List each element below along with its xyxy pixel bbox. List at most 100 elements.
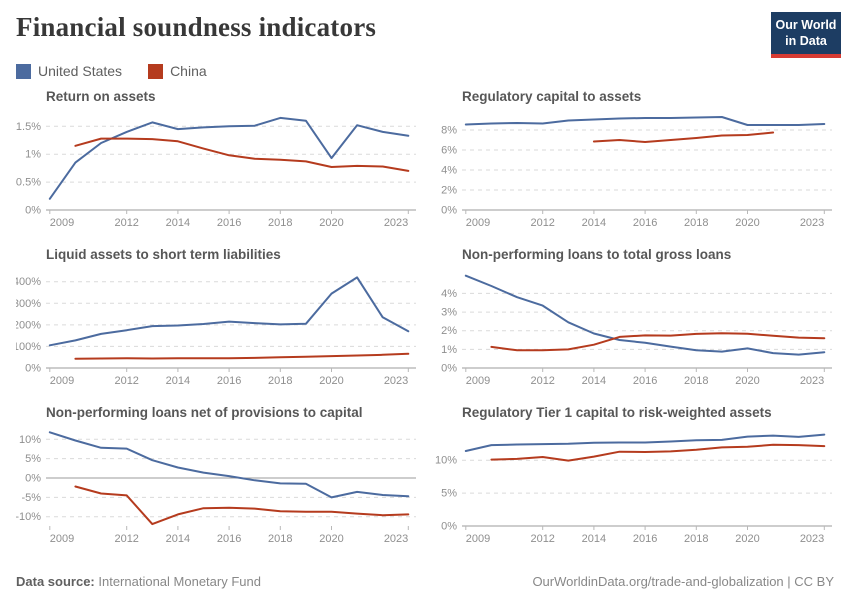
owid-logo-line2: in Data	[785, 33, 827, 48]
y-tick-label: 5%	[25, 453, 41, 465]
x-tick-label: 2020	[319, 533, 343, 545]
y-tick-label: 0%	[441, 363, 457, 375]
x-tick-label: 2020	[735, 533, 759, 545]
legend-item-china[interactable]: China	[148, 63, 207, 79]
y-tick-label: 1%	[441, 344, 457, 356]
x-tick-label: 2018	[684, 533, 708, 545]
page-footer: Data source: International Monetary Fund…	[16, 574, 834, 589]
legend-label-united-states: United States	[38, 63, 123, 79]
x-tick-label: 2012	[114, 375, 138, 387]
y-tick-label: 1%	[25, 149, 41, 161]
legend: United States China	[16, 63, 834, 79]
y-tick-label: 2%	[441, 325, 457, 337]
y-tick-label: 10%	[435, 455, 457, 467]
x-tick-label: 2020	[735, 217, 759, 229]
x-tick-label: 2023	[800, 217, 824, 229]
line-china[interactable]	[74, 137, 410, 172]
y-tick-label: 0%	[25, 363, 41, 375]
owid-logo[interactable]: Our World in Data	[771, 12, 841, 59]
chart-canvas-npl-net-provisions[interactable]: -10% -5% 0% 5% 10% 2009 2012 2014 2016 2018 2020 20…	[16, 423, 422, 552]
line-china[interactable]	[74, 352, 410, 360]
data-source-text: International Monetary Fund	[94, 574, 261, 589]
data-source-label: Data source:	[16, 574, 95, 589]
x-tick-label: 2020	[735, 375, 759, 387]
x-tick-label: 2009	[50, 533, 74, 545]
x-tick-label: 2018	[684, 217, 708, 229]
x-tick-label: 2018	[684, 375, 708, 387]
line-china[interactable]	[490, 443, 826, 462]
page-header: Financial soundness indicators Our World…	[0, 0, 850, 59]
chart-npl-net-of-provisions-to-capital: Non-performing loans net of provisions t…	[16, 405, 422, 552]
y-tick-label: 0%	[441, 521, 457, 533]
x-tick-label: 2014	[582, 375, 606, 387]
line-united-states[interactable]	[464, 116, 826, 126]
line-china[interactable]	[74, 485, 410, 526]
y-tick-label: 4%	[441, 165, 457, 177]
data-source: Data source: International Monetary Fund	[16, 574, 261, 589]
owid-attribution-link[interactable]: OurWorldinData.org/trade-and-globalizati…	[532, 574, 834, 589]
owid-logo-line1: Our World	[775, 18, 837, 32]
x-tick-label: 2016	[633, 533, 657, 545]
x-tick-label: 2023	[384, 217, 408, 229]
y-tick-label: 0%	[25, 205, 41, 217]
y-tick-label: 6%	[441, 145, 457, 157]
y-tick-label: 0.5%	[16, 177, 41, 189]
x-tick-label: 2016	[217, 375, 241, 387]
chart-title: Regulatory capital to assets	[462, 89, 642, 104]
chart-title: Regulatory Tier 1 capital to risk-weight…	[462, 405, 772, 420]
y-tick-label: -5%	[21, 492, 41, 504]
x-tick-label: 2012	[114, 217, 138, 229]
x-tick-label: 2018	[268, 375, 292, 387]
y-tick-label: 8%	[441, 125, 457, 137]
x-tick-label: 2014	[166, 375, 190, 387]
x-tick-label: 2012	[530, 533, 554, 545]
charts-grid: Return on assets 0% 0.5% 1% 1.5% 2009 2012 201…	[16, 89, 834, 552]
y-tick-label: 300%	[16, 298, 41, 310]
chart-title: Non-performing loans net of provisions t…	[46, 405, 363, 420]
x-tick-label: 2023	[384, 375, 408, 387]
x-tick-label: 2020	[319, 375, 343, 387]
y-tick-label: 3%	[441, 307, 457, 319]
chart-canvas-liquid-assets[interactable]: 0% 100% 200% 300% 400% 2009 2012 2014 2016 2018 20…	[16, 265, 422, 394]
x-tick-label: 2009	[466, 533, 490, 545]
y-tick-label: 4%	[441, 288, 457, 300]
y-tick-label: 2%	[441, 185, 457, 197]
y-tick-label: 5%	[441, 488, 457, 500]
line-united-states[interactable]	[464, 274, 826, 356]
line-united-states[interactable]	[48, 276, 410, 347]
legend-swatch-china	[148, 63, 164, 79]
x-tick-label: 2012	[114, 533, 138, 545]
x-tick-label: 2009	[466, 217, 490, 229]
x-tick-label: 2023	[800, 375, 824, 387]
chart-regulatory-capital-to-assets: Regulatory capital to assets 0% 2% 4% 6% 8% 2…	[432, 89, 838, 236]
x-tick-label: 2014	[166, 533, 190, 545]
legend-swatch-united-states	[16, 63, 31, 79]
line-united-states[interactable]	[48, 116, 410, 200]
chart-canvas-return-on-assets[interactable]: 0% 0.5% 1% 1.5% 2009 2012 2014 2016 2018 2020 2023	[16, 107, 422, 236]
page-title: Financial soundness indicators	[16, 12, 377, 42]
line-united-states[interactable]	[464, 433, 826, 452]
chart-canvas-tier1-capital[interactable]: 0% 5% 10% 2009 2012 2014 2016 2018 2020 2023	[432, 423, 838, 552]
y-tick-label: 1.5%	[16, 121, 41, 133]
chart-canvas-npl-gross-loans[interactable]: 0% 1% 2% 3% 4% 2009 2012 2014 2016 2018 2020 2023	[432, 265, 838, 394]
x-tick-label: 2018	[268, 533, 292, 545]
y-tick-label: 0%	[25, 473, 41, 485]
y-tick-label: 0%	[441, 205, 457, 217]
chart-return-on-assets: Return on assets 0% 0.5% 1% 1.5% 2009 2012 201…	[16, 89, 422, 236]
x-tick-label: 2014	[582, 217, 606, 229]
y-tick-label: 400%	[16, 276, 41, 288]
line-united-states[interactable]	[48, 431, 410, 499]
legend-item-united-states[interactable]: United States	[16, 63, 122, 79]
x-tick-label: 2009	[466, 375, 490, 387]
line-china[interactable]	[592, 131, 775, 143]
x-tick-label: 2014	[582, 533, 606, 545]
chart-npl-to-total-gross-loans: Non-performing loans to total gross loan…	[432, 247, 838, 394]
x-tick-label: 2023	[800, 533, 824, 545]
chart-title: Liquid assets to short term liabilities	[46, 247, 281, 262]
x-tick-label: 2020	[319, 217, 343, 229]
chart-title: Return on assets	[46, 89, 156, 104]
chart-canvas-regulatory-capital-to-assets[interactable]: 0% 2% 4% 6% 8% 2009 2012 2014 2016 2018 2020 2023	[432, 107, 838, 236]
line-china[interactable]	[490, 332, 826, 352]
chart-liquid-assets-to-short-term-liabilities: Liquid assets to short term liabilities …	[16, 247, 422, 394]
